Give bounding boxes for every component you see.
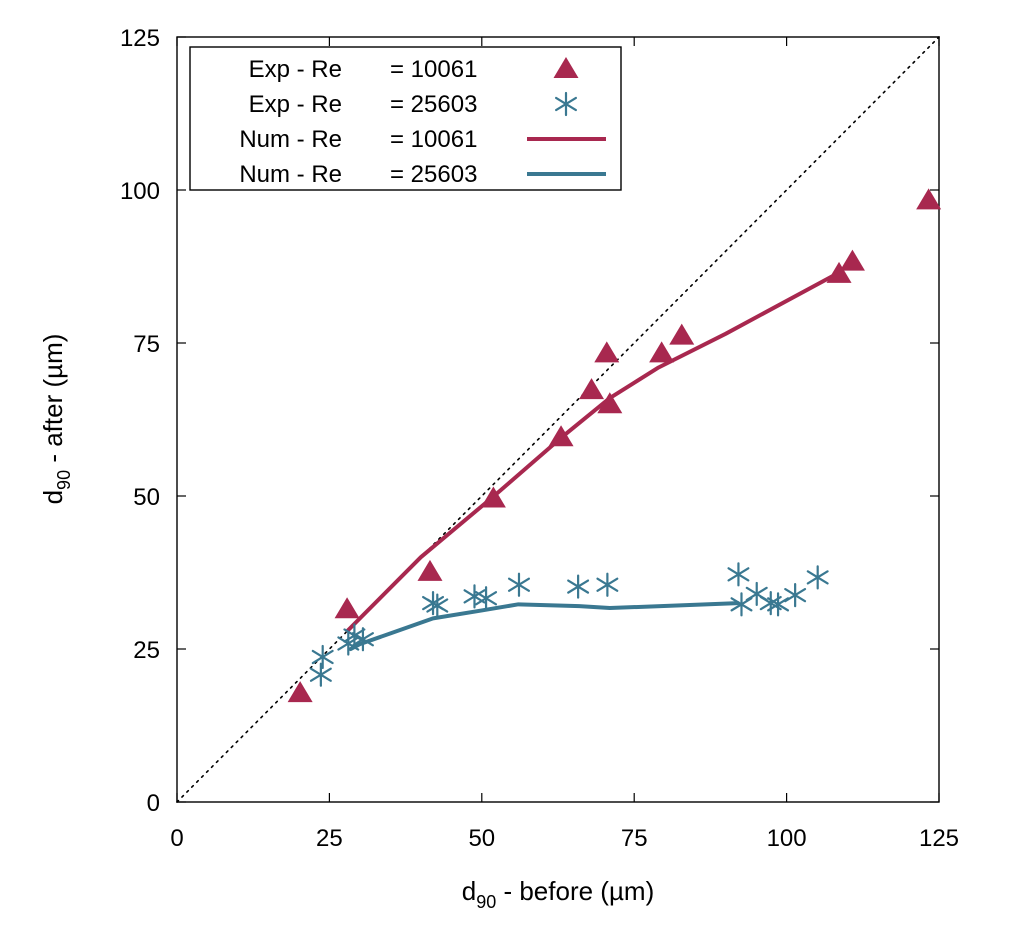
asterisk-stroke xyxy=(343,628,366,643)
data-point-asterisk xyxy=(567,574,590,599)
data-point-triangle xyxy=(287,681,313,703)
data-point-asterisk xyxy=(351,627,374,652)
asterisk-stroke xyxy=(745,586,768,602)
data-point-asterisk xyxy=(745,581,768,607)
y-tick-label: 100 xyxy=(120,178,160,205)
data-point-triangle xyxy=(916,188,942,210)
data-point-triangle xyxy=(597,392,623,414)
data-point-asterisk xyxy=(475,586,498,611)
asterisk-stroke xyxy=(507,577,530,592)
data-point-triangle xyxy=(417,559,443,581)
legend: Exp - Re = 10061 Exp - Re = 25603 Num - Re = … xyxy=(189,46,622,191)
legend-label-right: = 10061 xyxy=(390,126,477,153)
x-axis-title-main: d xyxy=(462,876,476,906)
series-points-1 xyxy=(287,188,942,703)
data-point-triangle xyxy=(826,261,852,283)
y-axis-title-subscript: 90 xyxy=(54,470,74,490)
x-tick-label: 50 xyxy=(468,825,495,852)
asterisk-stroke xyxy=(567,579,590,594)
data-point-asterisk xyxy=(784,583,807,608)
series-3 xyxy=(345,270,842,633)
series-4 xyxy=(348,601,740,651)
x-tick-label: 100 xyxy=(767,825,807,852)
asterisk-stroke xyxy=(351,632,374,647)
y-tick-label: 0 xyxy=(147,790,160,817)
asterisk-stroke xyxy=(596,577,619,592)
asterisk-stroke xyxy=(784,587,807,603)
series-points-2 xyxy=(309,562,829,687)
x-tick-label: 0 xyxy=(170,825,183,852)
x-tick-label: 125 xyxy=(919,825,959,852)
x-tick-label: 25 xyxy=(316,825,343,852)
data-point-triangle xyxy=(594,341,620,363)
data-point-asterisk xyxy=(309,662,332,687)
asterisk-stroke xyxy=(463,589,486,604)
y-tick-label: 125 xyxy=(120,25,160,52)
asterisk-stroke xyxy=(309,667,332,682)
data-point-triangle xyxy=(649,341,675,363)
asterisk-stroke xyxy=(727,567,750,582)
legend-label-left: Exp - Re xyxy=(249,91,342,118)
asterisk-stroke xyxy=(554,96,578,112)
x-axis-title: d90 - before (µm) xyxy=(462,876,655,912)
data-point-triangle xyxy=(480,486,506,508)
y-tick-label: 50 xyxy=(133,484,160,511)
data-point-triangle xyxy=(669,323,695,345)
x-axis-title-subscript: 90 xyxy=(476,892,496,912)
y-tick-label: 25 xyxy=(133,637,160,664)
data-point-triangle xyxy=(579,378,605,400)
asterisk-stroke xyxy=(806,570,829,585)
data-point-asterisk xyxy=(507,572,530,597)
legend-label-left: Num - Re xyxy=(239,161,342,188)
data-point-asterisk xyxy=(727,562,750,587)
data-point-triangle xyxy=(548,425,574,447)
data-point-asterisk xyxy=(596,572,619,597)
y-axis-title: d90 - after (µm) xyxy=(38,334,74,505)
x-axis-title-rest: - before (µm) xyxy=(496,876,654,906)
plot-frame xyxy=(176,36,940,803)
legend-triangle-sample xyxy=(553,57,579,78)
data-point-triangle xyxy=(839,249,865,271)
legend-label-left: Exp - Re xyxy=(249,56,342,83)
series-line xyxy=(348,601,740,651)
y-axis-title-main: d xyxy=(38,490,68,504)
asterisk-stroke xyxy=(475,591,498,606)
data-point-triangle xyxy=(334,597,360,619)
reference-diagonal-line xyxy=(176,36,940,803)
asterisk-stroke xyxy=(311,649,334,665)
data-point-asterisk xyxy=(311,644,334,670)
legend-label-right: = 25603 xyxy=(390,161,477,188)
data-point-asterisk xyxy=(806,565,829,590)
legend-label-right: = 10061 xyxy=(390,56,477,83)
y-axis-title-rest: - after (µm) xyxy=(38,334,68,470)
series-line xyxy=(345,270,842,633)
legend-asterisk-sample xyxy=(554,91,578,117)
legend-box xyxy=(189,46,622,191)
asterisk-stroke xyxy=(426,598,449,613)
y-tick-label: 75 xyxy=(133,331,160,358)
legend-label-right: = 25603 xyxy=(390,91,477,118)
legend-label-left: Num - Re xyxy=(239,126,342,153)
x-tick-label: 75 xyxy=(621,825,648,852)
data-point-asterisk xyxy=(426,593,449,618)
